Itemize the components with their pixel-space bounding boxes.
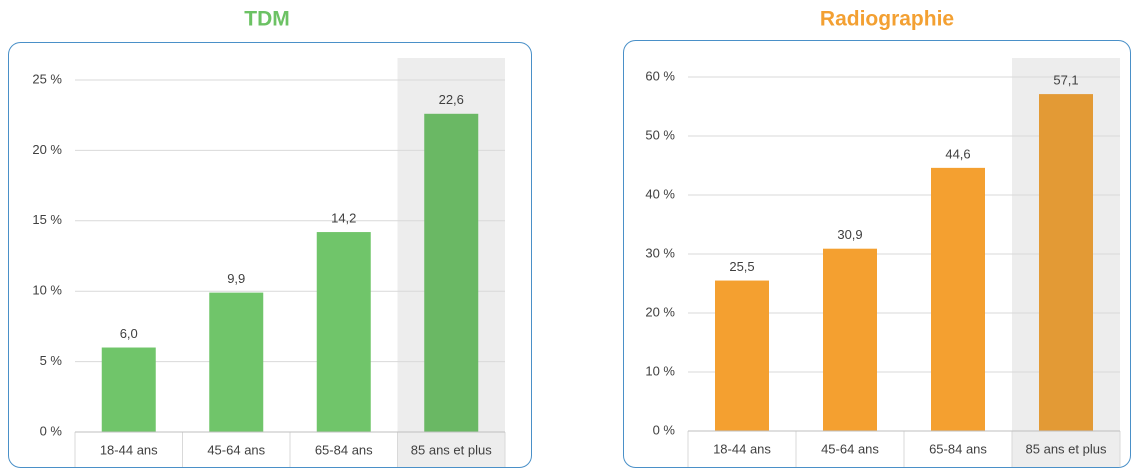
y-tick-label: 10 % (645, 363, 675, 378)
bar (715, 280, 769, 431)
x-tick-label: 85 ans et plus (1026, 441, 1107, 456)
value-label: 44,6 (945, 146, 970, 161)
y-tick-label: 40 % (645, 186, 675, 201)
y-tick-label: 50 % (645, 127, 675, 142)
chart-title: TDM (244, 8, 290, 31)
bar (1039, 94, 1093, 432)
y-tick-label: 0 % (40, 423, 63, 438)
x-tick-label: 45-64 ans (821, 441, 879, 456)
y-tick-label: 5 % (40, 353, 63, 368)
x-tick-label: 18-44 ans (713, 441, 771, 456)
y-tick-label: 20 % (645, 304, 675, 319)
value-label: 22,6 (439, 92, 464, 107)
bar (823, 248, 877, 431)
bar (101, 347, 156, 432)
x-tick-label: 85 ans et plus (411, 442, 492, 457)
bar (931, 167, 985, 432)
x-tick-label: 18-44 ans (100, 442, 158, 457)
y-tick-label: 30 % (645, 245, 675, 260)
x-tick-label: 65-84 ans (929, 441, 987, 456)
chart-frame (8, 42, 532, 468)
value-label: 6,0 (120, 326, 138, 341)
x-tick-label: 65-84 ans (315, 442, 373, 457)
value-label: 14,2 (331, 211, 356, 226)
x-tick-label: 45-64 ans (207, 442, 265, 457)
bar (316, 232, 371, 432)
y-tick-label: 0 % (653, 422, 676, 437)
bar (424, 113, 479, 433)
bar (209, 292, 264, 432)
y-tick-label: 20 % (32, 142, 62, 157)
y-tick-label: 25 % (32, 71, 62, 86)
y-tick-label: 60 % (645, 68, 675, 83)
y-tick-label: 15 % (32, 212, 62, 227)
chart-title: Radiographie (820, 8, 954, 31)
value-label: 57,1 (1053, 73, 1078, 88)
value-label: 25,5 (729, 259, 754, 274)
chart-frame (623, 40, 1131, 468)
value-label: 30,9 (837, 227, 862, 242)
value-label: 9,9 (227, 271, 245, 286)
y-tick-label: 10 % (32, 283, 62, 298)
